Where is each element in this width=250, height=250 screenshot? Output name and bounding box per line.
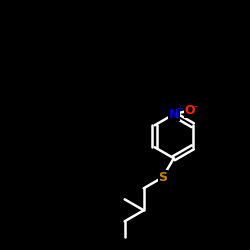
Text: -: - — [194, 101, 197, 111]
Text: N: N — [168, 108, 179, 121]
Text: S: S — [158, 171, 167, 184]
Text: O: O — [185, 104, 195, 117]
Text: +: + — [176, 104, 183, 113]
